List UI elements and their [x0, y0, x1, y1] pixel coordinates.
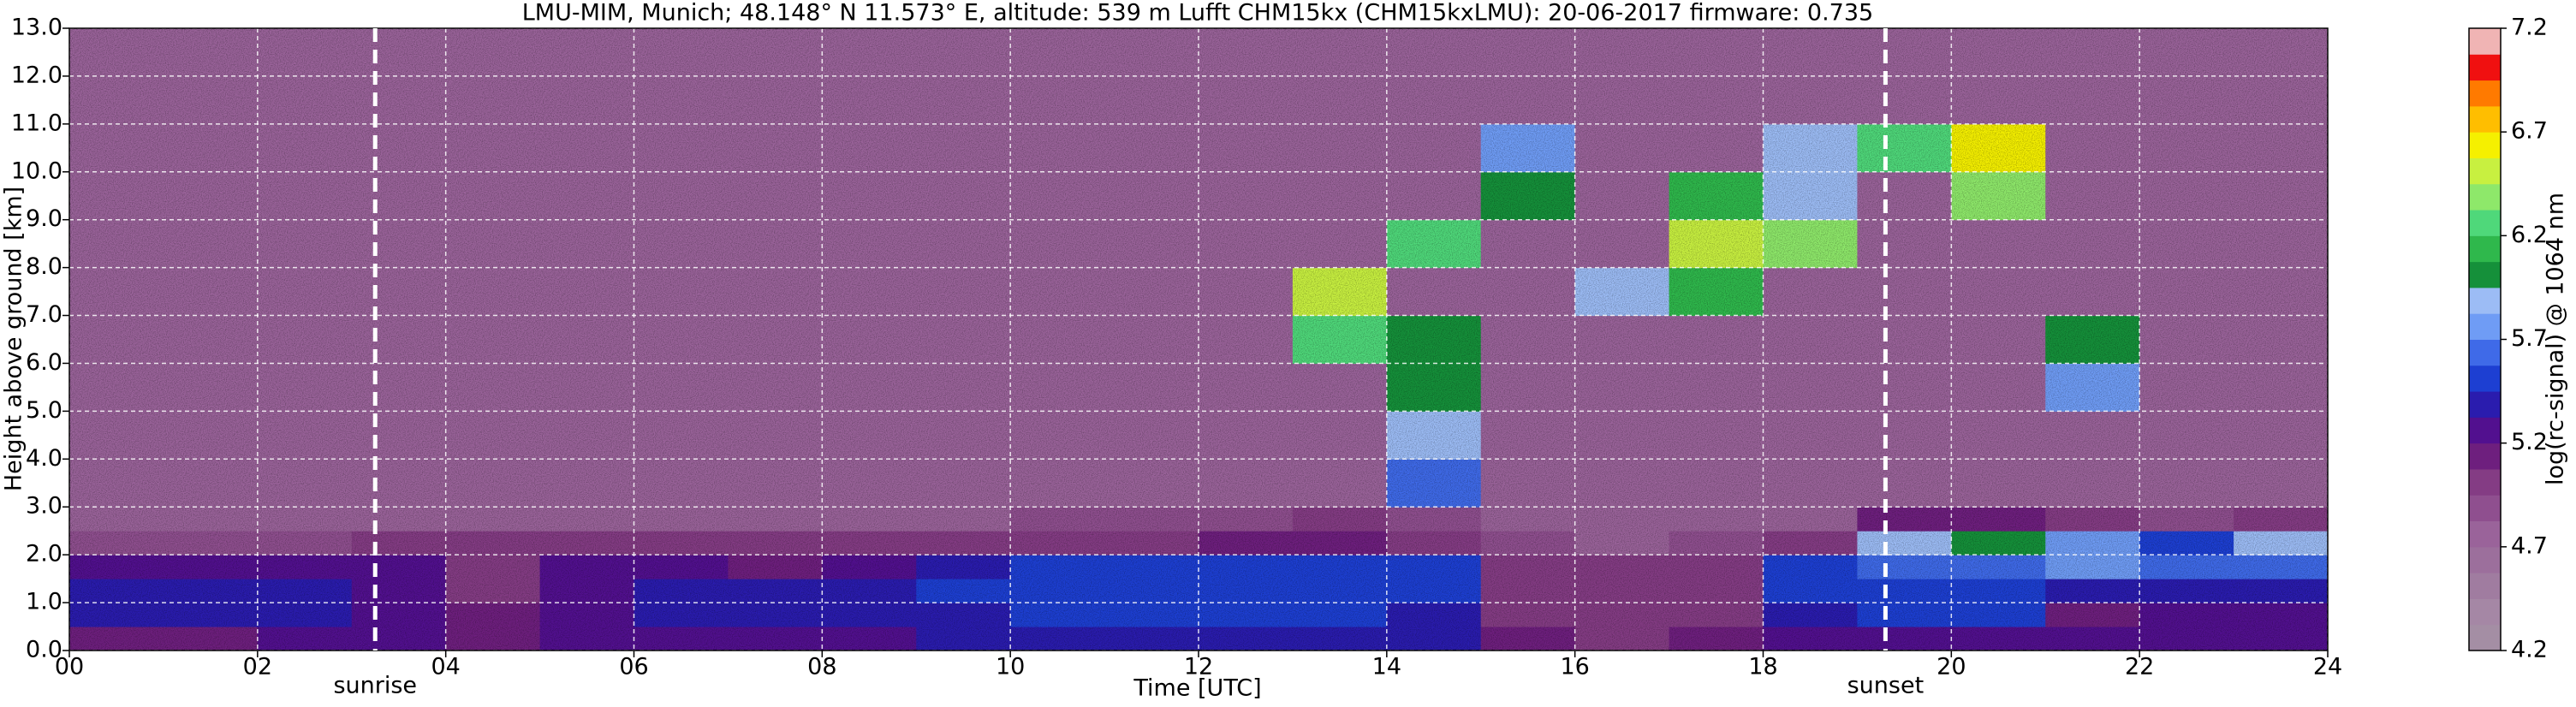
colorbar-swatch	[2469, 624, 2501, 651]
colorbar-swatch	[2469, 157, 2501, 185]
marker-label: sunrise	[333, 673, 417, 699]
x-axis-label: Time [UTC]	[1133, 675, 1261, 702]
colorbar-swatch	[2469, 28, 2501, 55]
colorbar-swatch	[2469, 391, 2501, 418]
x-tick-label: 04	[431, 654, 460, 680]
y-tick-label: 5.0	[26, 397, 62, 424]
colorbar-swatch	[2469, 80, 2501, 107]
colorbar-tick-label: 6.7	[2511, 118, 2548, 145]
y-tick-label: 10.0	[11, 157, 62, 184]
overlay: 00 02 04 06 08 10 12 14 16 18 20 22 24 0.0 1.0 2.0 3.0 4.…	[11, 15, 2548, 699]
y-tick-label: 12.0	[11, 62, 62, 88]
y-tick-label: 9.0	[26, 205, 62, 232]
colorbar-tick-label: 6.2	[2511, 222, 2548, 248]
y-tick-label: 13.0	[11, 15, 62, 41]
x-tick-label: 22	[2125, 654, 2154, 680]
y-axis-label: Height above ground [km]	[1, 187, 27, 491]
colorbar-swatch	[2469, 235, 2501, 263]
y-tick-label: 11.0	[11, 110, 62, 136]
x-tick-label: 24	[2313, 654, 2342, 680]
x-tick-label: 18	[1748, 654, 1777, 680]
colorbar-swatch	[2469, 132, 2501, 158]
colorbar-swatch	[2469, 573, 2501, 599]
colorbar-label: log(rc-signal) @ 1064 nm	[2543, 193, 2569, 485]
x-tick-label: 16	[1560, 654, 1589, 680]
colorbar-swatch	[2469, 365, 2501, 392]
y-tick-label: 1.0	[26, 589, 62, 615]
colorbar-tick-label: 4.7	[2511, 532, 2548, 559]
colorbar-tick-label: 7.2	[2511, 15, 2548, 41]
x-tick-label: 02	[243, 654, 272, 680]
y-tick-label: 3.0	[26, 493, 62, 520]
colorbar-swatch	[2469, 495, 2501, 522]
colorbar-tick-label: 4.2	[2511, 637, 2548, 663]
y-tick-label: 6.0	[26, 349, 62, 376]
colorbar-swatch	[2469, 417, 2501, 444]
colorbar-swatch	[2469, 105, 2501, 133]
marker-label: sunset	[1847, 673, 1925, 699]
y-tick-label: 4.0	[26, 445, 62, 472]
colorbar-swatch	[2469, 183, 2501, 211]
x-tick-label: 12	[1184, 654, 1213, 680]
y-tick-label: 7.0	[26, 301, 62, 328]
x-tick-label: 10	[996, 654, 1025, 680]
chart-title: LMU-MIM, Munich; 48.148° N 11.573° E, al…	[522, 0, 1873, 27]
colorbar-tick-label: 5.7	[2511, 325, 2548, 352]
colorbar-swatch	[2469, 313, 2501, 340]
colorbar-swatch	[2469, 443, 2501, 470]
colorbar-tick-label: 5.2	[2511, 429, 2548, 455]
colorbar-swatch	[2469, 210, 2501, 236]
x-tick-label: 06	[619, 654, 648, 680]
y-tick-label: 0.0	[26, 637, 62, 663]
x-tick-label: 08	[807, 654, 836, 680]
plot-frame	[68, 27, 2329, 651]
colorbar-swatch	[2469, 261, 2501, 288]
colorbar-swatch	[2469, 520, 2501, 548]
y-tick-label: 8.0	[26, 253, 62, 280]
colorbar-swatch	[2469, 546, 2501, 573]
x-tick-label: 00	[55, 654, 84, 680]
colorbar-swatch	[2469, 54, 2501, 81]
colorbar-swatch	[2469, 339, 2501, 366]
x-tick-label: 20	[1936, 654, 1966, 680]
y-tick-label: 2.0	[26, 541, 62, 567]
colorbar-swatch	[2469, 287, 2501, 314]
colorbar-swatch	[2469, 598, 2501, 626]
colorbar-swatch	[2469, 468, 2501, 496]
x-tick-label: 14	[1372, 654, 1401, 680]
